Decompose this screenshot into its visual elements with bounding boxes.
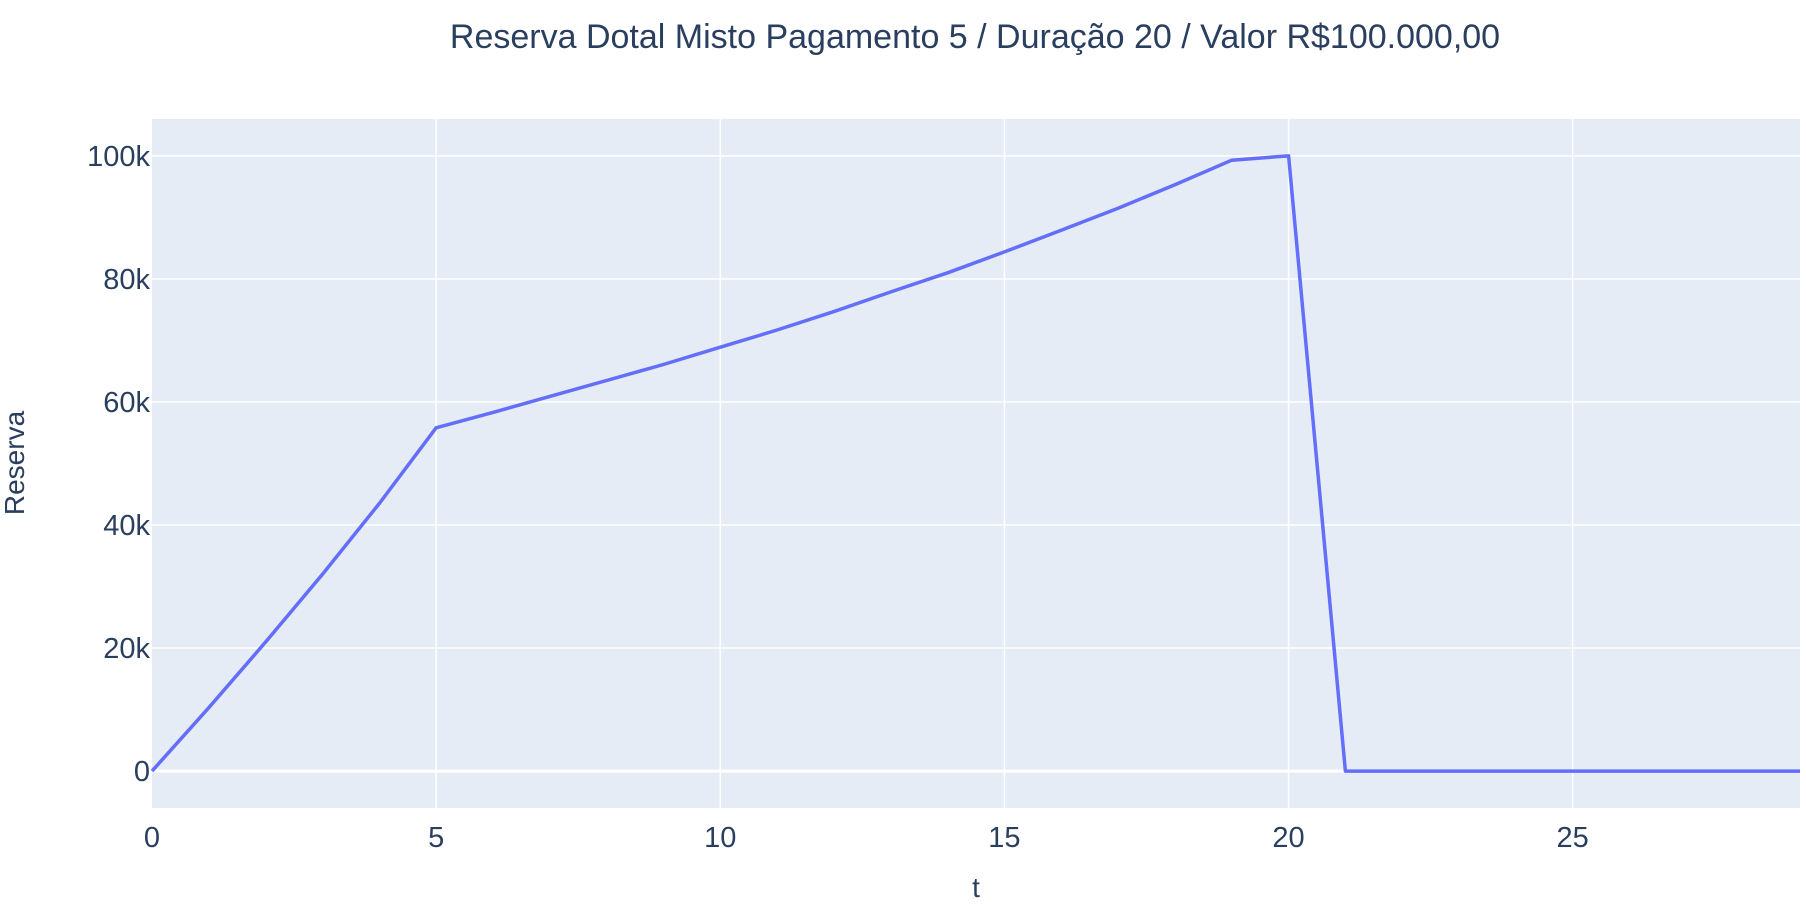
x-tick-label: 0: [144, 822, 160, 854]
y-axis-title: Reserva: [0, 410, 30, 515]
y-tick-label: 40k: [103, 510, 150, 542]
x-tick-label: 20: [1272, 822, 1304, 854]
y-tick-labels: 0 20k 40k 60k 80k 100k: [87, 141, 150, 788]
x-tick-label: 10: [704, 822, 736, 854]
series-line: [150, 154, 1800, 773]
x-gridlines: [435, 119, 1574, 808]
x-tick-label: 25: [1557, 822, 1589, 854]
x-tick-label: 5: [428, 822, 444, 854]
y-tick-label: 60k: [103, 387, 150, 419]
x-tick-label: 15: [988, 822, 1020, 854]
y-tick-label: 20k: [103, 633, 150, 665]
plot-background: [152, 119, 1800, 808]
series-layer: [150, 154, 1800, 773]
x-axis-title: t: [972, 872, 980, 903]
y-tick-label: 100k: [87, 141, 150, 173]
y-tick-label: 0: [134, 756, 150, 788]
x-tick-labels: 0 5 10 15 20 25: [144, 822, 1589, 854]
chart-title: Reserva Dotal Misto Pagamento 5 / Duraçã…: [450, 18, 1500, 56]
y-tick-label: 80k: [103, 264, 150, 296]
